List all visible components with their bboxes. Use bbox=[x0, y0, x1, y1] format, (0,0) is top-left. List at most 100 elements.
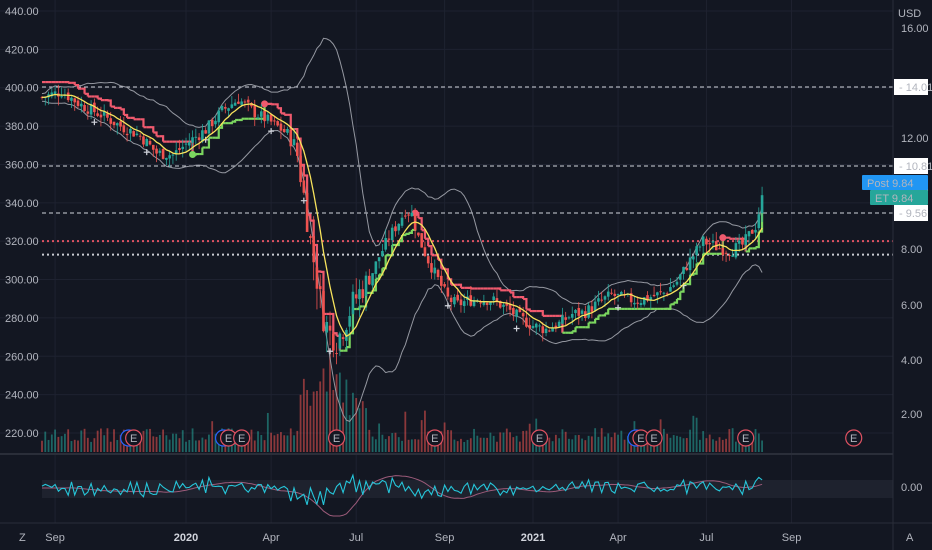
volume-bar bbox=[77, 440, 79, 452]
currency-label[interactable]: USD bbox=[898, 8, 921, 20]
volume-bar bbox=[620, 430, 623, 452]
volume-bar bbox=[139, 440, 142, 452]
signal-cross bbox=[300, 197, 307, 204]
earnings-marker[interactable]: E bbox=[845, 429, 863, 447]
volume-bar bbox=[414, 439, 417, 452]
volume-bar bbox=[420, 420, 423, 452]
candle-body bbox=[561, 315, 564, 324]
candle-body bbox=[633, 302, 636, 305]
trail-segment bbox=[755, 231, 760, 249]
candle-body bbox=[593, 301, 597, 311]
volume-bar bbox=[266, 412, 269, 452]
trail-segment bbox=[405, 232, 410, 235]
volume-bar bbox=[47, 439, 50, 452]
volume-bar bbox=[502, 432, 505, 452]
volume-bar bbox=[450, 430, 453, 452]
volume-bar bbox=[600, 428, 603, 452]
earnings-marker[interactable]: E bbox=[327, 429, 346, 447]
candle-body bbox=[115, 123, 119, 126]
volume-bar bbox=[662, 428, 665, 452]
volume-bar bbox=[247, 439, 250, 452]
candle-body bbox=[364, 275, 368, 297]
volume-bar bbox=[201, 437, 204, 452]
time-axis[interactable]: Sep 2020 Apr Jul Sep 2021 Apr Jul Sep bbox=[45, 532, 801, 544]
volume-bar bbox=[50, 434, 53, 452]
candle-body bbox=[187, 142, 191, 146]
earnings-marker[interactable]: E bbox=[120, 429, 143, 447]
volume-bar bbox=[643, 440, 646, 452]
volume-bar bbox=[60, 436, 63, 452]
volume-bar bbox=[116, 439, 119, 452]
horizontal-levels bbox=[42, 86, 893, 256]
volume-bar bbox=[528, 423, 531, 452]
left-axis-tick: 280.00 bbox=[5, 313, 39, 325]
candle-body bbox=[682, 266, 685, 274]
trail-segment bbox=[595, 315, 600, 320]
candle-body bbox=[286, 128, 289, 133]
candle-body bbox=[296, 142, 299, 156]
volume-bar bbox=[142, 430, 145, 452]
candle-body bbox=[106, 113, 109, 118]
volume-bar bbox=[80, 430, 83, 452]
trail-segment bbox=[97, 97, 103, 101]
trail-segment bbox=[568, 331, 574, 334]
candle-body bbox=[384, 238, 387, 250]
candle-body bbox=[79, 103, 83, 107]
candle-body bbox=[479, 302, 482, 304]
volume-bar bbox=[721, 439, 724, 452]
candle-body bbox=[472, 300, 476, 307]
fast-ma-line bbox=[41, 93, 763, 338]
candle-body bbox=[610, 292, 613, 294]
volume-bar bbox=[404, 411, 407, 452]
level-label-box bbox=[894, 158, 928, 174]
earnings-marker[interactable]: E bbox=[233, 429, 251, 447]
candle-body bbox=[705, 238, 708, 245]
candle-body bbox=[132, 131, 135, 137]
volume-bar bbox=[558, 438, 561, 452]
trail-segment bbox=[585, 322, 590, 329]
volume-bar bbox=[394, 432, 397, 452]
time-axis-tick: 2021 bbox=[521, 532, 545, 544]
volume-bar bbox=[338, 372, 341, 452]
trail-segment bbox=[215, 127, 220, 139]
candle-body bbox=[112, 121, 116, 126]
candle-body bbox=[371, 273, 374, 286]
volume-bar bbox=[172, 433, 174, 452]
candle-body bbox=[485, 302, 489, 305]
moving-average bbox=[41, 93, 763, 338]
candle-body bbox=[122, 125, 126, 133]
oscillator-signal bbox=[42, 475, 763, 517]
timezone-button[interactable]: Z bbox=[19, 532, 26, 544]
candle-body bbox=[760, 195, 764, 214]
candle-body bbox=[102, 111, 106, 116]
volume-bar bbox=[214, 433, 217, 452]
volume-bar bbox=[391, 433, 394, 452]
candle-body bbox=[731, 255, 734, 257]
earnings-marker[interactable]: E bbox=[737, 429, 755, 447]
earnings-marker[interactable]: E bbox=[530, 429, 549, 447]
volume-bar bbox=[443, 422, 446, 452]
volume-bar bbox=[728, 429, 731, 452]
earnings-marker[interactable]: E bbox=[426, 429, 444, 447]
candle-body bbox=[642, 297, 646, 305]
candle-body bbox=[358, 289, 361, 300]
candle-body bbox=[233, 102, 237, 106]
volume-bar bbox=[54, 429, 56, 452]
candle-body bbox=[757, 214, 761, 229]
candle-body bbox=[508, 304, 512, 310]
candle-body bbox=[587, 305, 590, 318]
volume-bar bbox=[679, 436, 682, 452]
earnings-marker[interactable]: E bbox=[645, 429, 663, 447]
left-price-axis[interactable]: 440.00 420.00 400.00 380.00 360.00 340.00 320.… bbox=[5, 6, 39, 440]
volume-bar bbox=[276, 433, 279, 452]
candle-body bbox=[669, 287, 672, 292]
price-badge bbox=[862, 175, 928, 190]
volume-bar bbox=[676, 435, 678, 452]
volume-bar bbox=[316, 390, 318, 452]
trail-segment bbox=[81, 87, 86, 94]
auto-scale-button[interactable]: A bbox=[906, 532, 914, 544]
volume-bar bbox=[93, 438, 96, 452]
volume-bar bbox=[185, 441, 187, 452]
volume-bar bbox=[296, 430, 299, 452]
